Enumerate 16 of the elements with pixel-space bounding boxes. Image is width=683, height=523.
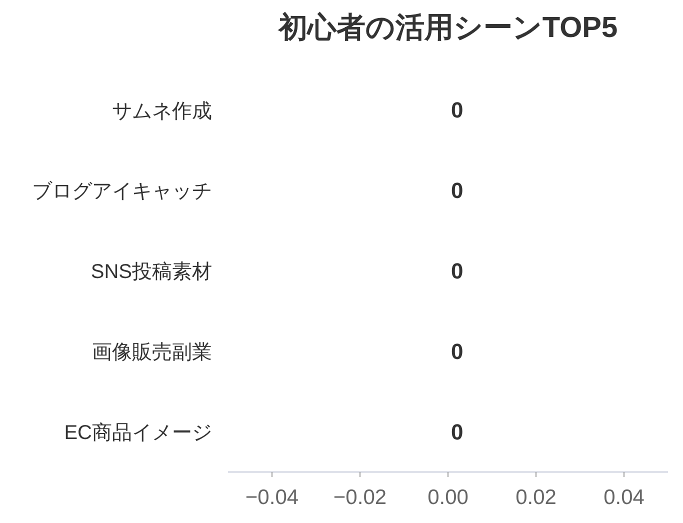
y-tick-label: EC商品イメージ — [64, 422, 212, 444]
x-tick-label: 0.04 — [604, 486, 645, 509]
x-tick-label: −0.02 — [333, 486, 387, 509]
y-tick-label: ブログアイキャッチ — [32, 180, 212, 203]
data-label: 0 — [451, 258, 464, 284]
data-label: 0 — [451, 419, 464, 444]
data-label: 0 — [451, 98, 464, 123]
chart-title: 初心者の活用シーンTOP5 — [276, 10, 619, 46]
x-tick-label: 0.00 — [428, 486, 468, 509]
y-tick-label: SNS投稿素材 — [90, 261, 212, 284]
data-label: 0 — [451, 178, 464, 204]
x-tick-label: 0.02 — [516, 486, 556, 509]
x-tick-label: −0.04 — [245, 486, 299, 509]
y-tick-label: 画像販売副業 — [92, 342, 212, 364]
y-tick-label: サムネ作成 — [112, 100, 212, 122]
data-label: 0 — [451, 338, 464, 364]
